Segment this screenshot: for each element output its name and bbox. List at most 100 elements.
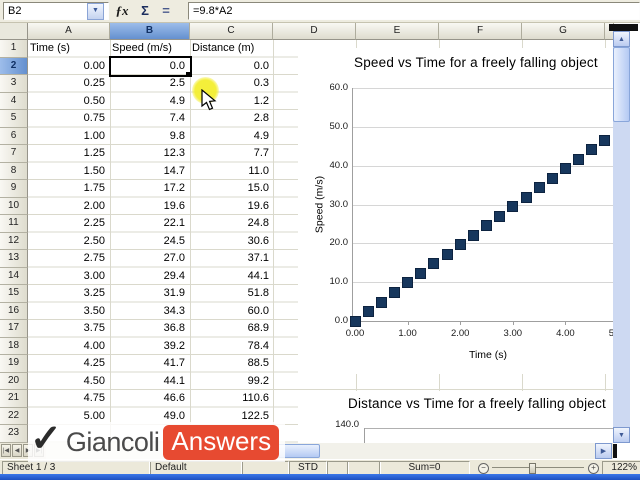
row-header-2[interactable]: 2 bbox=[0, 57, 28, 75]
row-header-18[interactable]: 18 bbox=[0, 337, 28, 355]
table-cell[interactable]: 2.8 bbox=[253, 112, 269, 124]
zoom-slider-thumb[interactable] bbox=[529, 463, 536, 474]
table-cell[interactable]: 78.4 bbox=[247, 339, 269, 352]
row-header-20[interactable]: 20 bbox=[0, 372, 28, 390]
table-cell[interactable]: 5.00 bbox=[83, 409, 105, 422]
table-cell[interactable]: 15.0 bbox=[247, 182, 269, 194]
table-cell[interactable]: 0.50 bbox=[83, 94, 105, 107]
table-cell[interactable]: 1.50 bbox=[83, 164, 105, 177]
table-cell[interactable]: 41.7 bbox=[163, 357, 185, 369]
table-cell[interactable]: 49.0 bbox=[163, 409, 185, 422]
row-header-11[interactable]: 11 bbox=[0, 215, 28, 233]
column-header-f[interactable]: F bbox=[439, 23, 522, 40]
table-cell[interactable]: 1.2 bbox=[253, 94, 269, 107]
table-cell[interactable]: 36.8 bbox=[163, 322, 185, 334]
name-box-dropdown-icon[interactable]: ▼ bbox=[87, 3, 104, 20]
table-cell[interactable]: 34.3 bbox=[163, 304, 185, 317]
table-cell[interactable]: 14.7 bbox=[163, 164, 185, 177]
table-cell[interactable]: 19.6 bbox=[247, 199, 269, 212]
column-header-c[interactable]: C bbox=[190, 23, 273, 40]
table-cell[interactable]: 29.4 bbox=[163, 269, 185, 282]
table-cell[interactable]: 37.1 bbox=[247, 252, 269, 264]
header-cell[interactable]: Speed (m/s) bbox=[112, 42, 172, 54]
table-cell[interactable]: 4.9 bbox=[169, 94, 185, 107]
scroll-right-icon[interactable]: ▶ bbox=[595, 443, 612, 459]
table-cell[interactable]: 27.0 bbox=[163, 252, 185, 264]
column-header-d[interactable]: D bbox=[273, 23, 356, 40]
table-cell[interactable]: 2.50 bbox=[83, 234, 105, 247]
row-header-12[interactable]: 12 bbox=[0, 232, 28, 250]
column-header-e[interactable]: E bbox=[356, 23, 439, 40]
table-cell[interactable]: 44.1 bbox=[247, 269, 269, 282]
name-box[interactable]: B2 bbox=[3, 2, 109, 20]
table-cell[interactable]: 31.9 bbox=[163, 287, 185, 299]
table-cell[interactable]: 60.0 bbox=[247, 304, 269, 317]
table-cell[interactable]: 22.1 bbox=[163, 217, 185, 229]
table-cell[interactable]: 68.9 bbox=[247, 322, 269, 334]
row-header-13[interactable]: 13 bbox=[0, 250, 28, 268]
scroll-up-icon[interactable]: ▲ bbox=[613, 31, 630, 47]
header-cell[interactable]: Distance (m) bbox=[192, 42, 255, 54]
table-cell[interactable]: 2.00 bbox=[83, 199, 105, 212]
table-cell[interactable]: 0.25 bbox=[83, 77, 105, 89]
table-cell[interactable]: 0.00 bbox=[83, 59, 105, 72]
table-cell[interactable]: 17.2 bbox=[163, 182, 185, 194]
table-cell[interactable]: 3.00 bbox=[83, 269, 105, 282]
row-header-3[interactable]: 3 bbox=[0, 75, 28, 93]
table-cell[interactable]: 4.50 bbox=[83, 374, 105, 387]
table-cell[interactable]: 0.0 bbox=[253, 59, 269, 72]
row-header-15[interactable]: 15 bbox=[0, 285, 28, 303]
row-header-14[interactable]: 14 bbox=[0, 267, 28, 285]
formula-input[interactable]: =9.8*A2 bbox=[188, 2, 640, 20]
row-header-16[interactable]: 16 bbox=[0, 302, 28, 320]
table-cell[interactable]: 9.8 bbox=[169, 129, 185, 142]
row-header-5[interactable]: 5 bbox=[0, 110, 28, 128]
vertical-scrollbar[interactable]: ▲ ▼ bbox=[613, 31, 630, 443]
table-cell[interactable]: 2.25 bbox=[83, 217, 105, 229]
table-cell[interactable]: 19.6 bbox=[163, 199, 185, 212]
table-cell[interactable]: 7.7 bbox=[253, 147, 269, 159]
row-header-7[interactable]: 7 bbox=[0, 145, 28, 163]
fill-handle[interactable] bbox=[186, 72, 191, 77]
row-header-6[interactable]: 6 bbox=[0, 127, 28, 145]
select-all-corner[interactable] bbox=[0, 23, 28, 40]
row-header-9[interactable]: 9 bbox=[0, 180, 28, 198]
table-cell[interactable]: 1.75 bbox=[83, 182, 105, 194]
table-cell[interactable]: 7.4 bbox=[169, 112, 185, 124]
table-cell[interactable]: 1.25 bbox=[83, 147, 105, 159]
table-cell[interactable]: 30.6 bbox=[247, 234, 269, 247]
table-cell[interactable]: 2.75 bbox=[83, 252, 105, 264]
first-sheet-icon[interactable]: |◀ bbox=[1, 444, 11, 457]
table-cell[interactable]: 4.00 bbox=[83, 339, 105, 352]
table-cell[interactable]: 24.5 bbox=[163, 234, 185, 247]
distance-chart[interactable]: Distance vs Time for a freely falling ob… bbox=[298, 391, 613, 443]
table-cell[interactable]: 3.50 bbox=[83, 304, 105, 317]
table-cell[interactable]: 0.3 bbox=[253, 77, 269, 89]
table-cell[interactable]: 4.75 bbox=[83, 392, 105, 404]
row-header-19[interactable]: 19 bbox=[0, 355, 28, 373]
column-header-b[interactable]: B bbox=[110, 23, 190, 40]
table-cell[interactable]: 4.9 bbox=[253, 129, 269, 142]
table-cell[interactable]: 2.5 bbox=[169, 77, 185, 89]
zoom-out-icon[interactable]: − bbox=[478, 463, 489, 474]
table-cell[interactable]: 12.3 bbox=[163, 147, 185, 159]
scroll-down-icon[interactable]: ▼ bbox=[613, 427, 630, 443]
table-cell[interactable]: 46.6 bbox=[163, 392, 185, 404]
table-cell[interactable]: 4.25 bbox=[83, 357, 105, 369]
row-header-21[interactable]: 21 bbox=[0, 390, 28, 408]
row-header-4[interactable]: 4 bbox=[0, 92, 28, 110]
table-cell[interactable]: 1.00 bbox=[83, 129, 105, 142]
previous-sheet-icon[interactable]: ◀ bbox=[12, 444, 22, 457]
table-cell[interactable]: 11.0 bbox=[248, 164, 269, 177]
zoom-slider-track[interactable] bbox=[492, 467, 584, 468]
table-cell[interactable]: 110.6 bbox=[242, 392, 269, 404]
table-cell[interactable]: 0.0 bbox=[169, 59, 185, 72]
function-wizard-icon[interactable]: ƒx bbox=[115, 3, 129, 18]
table-cell[interactable]: 122.5 bbox=[241, 409, 269, 422]
sum-icon[interactable]: Σ bbox=[141, 3, 149, 18]
table-cell[interactable]: 24.8 bbox=[247, 217, 269, 229]
table-cell[interactable]: 3.25 bbox=[83, 287, 105, 299]
table-cell[interactable]: 39.2 bbox=[163, 339, 185, 352]
row-header-23[interactable]: 23 bbox=[0, 425, 28, 443]
column-header-g[interactable]: G bbox=[522, 23, 605, 40]
